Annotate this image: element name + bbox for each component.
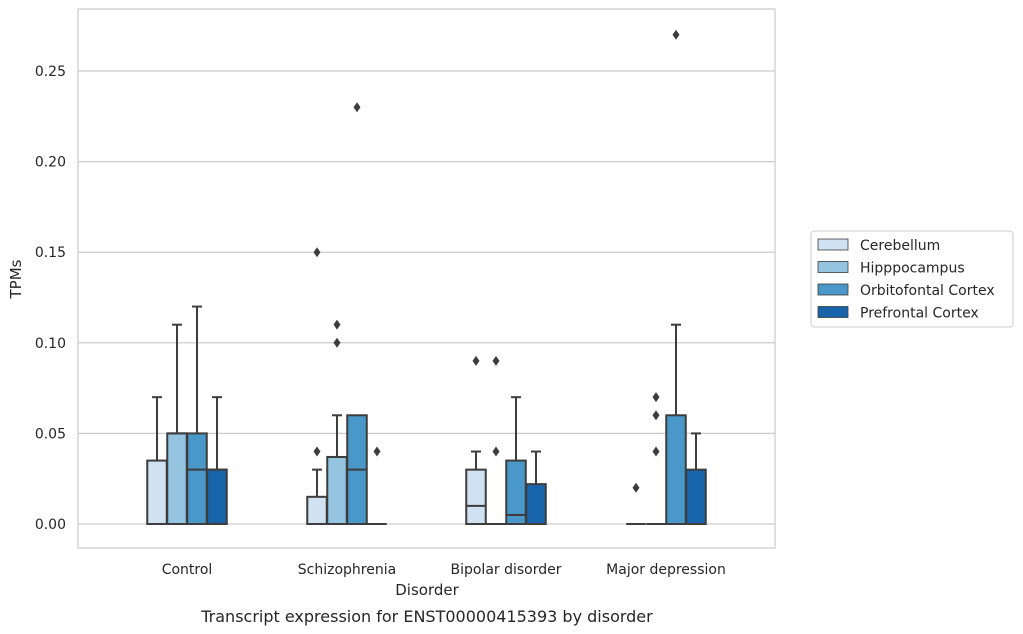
x-tick-label: Major depression <box>606 562 726 578</box>
box-group <box>146 396 168 525</box>
x-tick-label: Bipolar disorder <box>450 562 561 578</box>
box-group <box>646 392 666 525</box>
y-tick-labels: 0.00 0.05 0.10 0.15 0.20 0.25 <box>35 64 66 533</box>
box-group <box>346 102 368 525</box>
x-tick-label: Control <box>162 562 213 578</box>
y-tick-label: 0.10 <box>35 336 66 352</box>
outlier-point <box>632 482 640 493</box>
x-tick-label: Schizophrenia <box>298 562 396 578</box>
outlier-point <box>652 392 660 403</box>
box-body <box>525 483 547 525</box>
plot-frame <box>77 8 776 549</box>
legend-frame <box>810 230 1014 328</box>
legend-label: Hipppocampus <box>860 261 965 277</box>
outlier-point <box>373 446 381 457</box>
y-tick-label: 0.05 <box>35 426 66 442</box>
legend: Cerebellum Hipppocampus Orbitofontal Corte… <box>810 230 1014 328</box>
x-axis-label: Disorder <box>395 581 459 599</box>
box-layer <box>146 29 707 526</box>
box-group <box>186 305 208 525</box>
legend-swatch <box>817 283 849 296</box>
y-axis-label: TPMs <box>7 259 25 299</box>
box-group <box>505 396 527 525</box>
box-group <box>486 355 506 525</box>
outlier-point <box>472 355 480 366</box>
outlier-point <box>333 337 341 348</box>
y-tick-label: 0.00 <box>35 517 66 533</box>
legend-label: Cerebellum <box>860 238 940 254</box>
outlier-point <box>333 319 341 330</box>
outlier-point <box>313 247 321 258</box>
y-tick-label: 0.15 <box>35 245 66 261</box>
box-group <box>665 29 687 525</box>
outlier-point <box>353 102 361 113</box>
box-group <box>206 396 228 526</box>
box-body <box>166 432 188 525</box>
box-body <box>665 414 687 525</box>
outlier-point <box>672 29 680 40</box>
box-body <box>685 468 707 526</box>
y-tick-label: 0.20 <box>35 155 66 171</box>
x-tick-labels: Control Schizophrenia Bipolar disorder Majo… <box>162 562 726 578</box>
box-group <box>465 355 487 526</box>
box-group <box>685 432 707 526</box>
outlier-point <box>492 446 500 457</box>
box-group <box>166 323 188 525</box>
outlier-point <box>652 410 660 421</box>
y-tick-label: 0.25 <box>35 64 66 80</box>
legend-swatch <box>817 306 849 318</box>
box-body <box>186 432 208 525</box>
box-body <box>306 495 328 526</box>
box-group <box>326 319 348 525</box>
box-body <box>326 455 348 525</box>
box-body <box>206 468 228 526</box>
box-group <box>367 446 387 525</box>
legend-label: Orbitofontal Cortex <box>860 283 995 299</box>
outlier-point <box>492 355 500 366</box>
outlier-point <box>313 446 321 457</box>
legend-swatch <box>817 261 849 273</box>
legend-swatch <box>817 238 849 251</box>
box-group <box>626 482 646 525</box>
chart-caption: Transcript expression for ENST0000041539… <box>200 607 653 626</box>
box-group <box>525 450 547 525</box>
outlier-point <box>652 446 660 457</box>
box-group <box>306 247 328 526</box>
box-body <box>465 468 487 526</box>
box-body <box>146 459 168 525</box>
legend-label: Prefrontal Cortex <box>860 306 979 322</box>
